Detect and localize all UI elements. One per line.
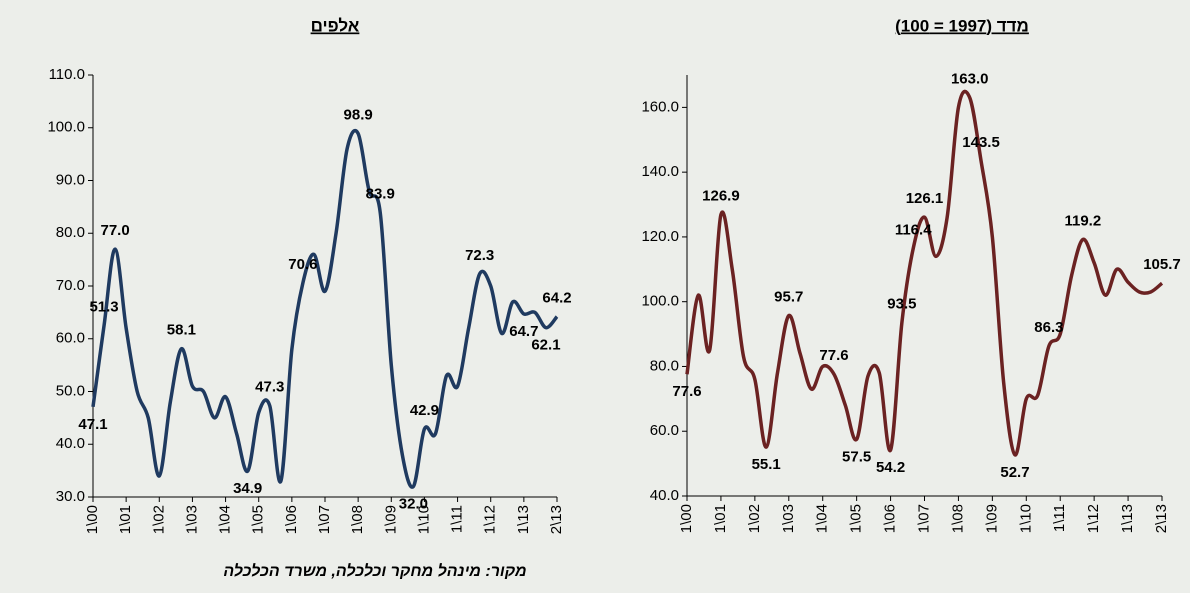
- chart-title: מדד (1997 = 100): [895, 16, 1029, 35]
- x-tick-label: 1\02: [746, 504, 763, 533]
- x-tick-label: 1\00: [678, 504, 695, 533]
- x-tick-label: 1\04: [814, 504, 831, 533]
- x-tick-label: 1\01: [117, 505, 134, 534]
- y-tick-label: 120.0: [641, 228, 679, 245]
- x-tick-label: 1\05: [250, 505, 267, 534]
- data-label: 72.3: [465, 247, 494, 264]
- data-label: 47.1: [78, 416, 107, 433]
- data-label: 86.3: [1034, 319, 1063, 336]
- x-tick-label: 1\13: [515, 505, 532, 534]
- source-note: מקור: מינהל מחקר וכלכלה, משרד הכלכלה: [223, 562, 526, 580]
- y-tick-label: 140.0: [641, 163, 679, 180]
- x-tick-label: 1\10: [1017, 504, 1034, 533]
- y-tick-label: 160.0: [641, 98, 679, 115]
- y-tick-label: 70.0: [56, 277, 85, 294]
- x-tick-label: 1\06: [882, 504, 899, 533]
- data-label: 77.0: [100, 222, 129, 239]
- data-label: 98.9: [344, 107, 373, 124]
- x-tick-label: 1\02: [150, 505, 167, 534]
- x-tick-label: 1\05: [848, 504, 865, 533]
- data-label: 32.0: [399, 495, 428, 512]
- data-label: 42.9: [410, 402, 439, 419]
- y-tick-label: 100.0: [641, 293, 679, 310]
- y-tick-label: 90.0: [56, 171, 85, 188]
- x-tick-label: 1\11: [449, 505, 466, 533]
- data-label: 95.7: [774, 289, 803, 306]
- y-tick-label: 40.0: [56, 435, 85, 452]
- x-tick-label: 1\09: [983, 504, 1000, 533]
- data-label: 58.1: [167, 322, 196, 339]
- x-tick-label: 1\13: [1119, 504, 1136, 533]
- x-tick-label: 1\01: [712, 504, 729, 533]
- series-line: [685, 89, 1164, 457]
- y-tick-label: 40.0: [650, 487, 679, 504]
- x-tick-label: 2\13: [548, 505, 565, 534]
- x-tick-label: 1\06: [283, 505, 300, 534]
- x-tick-label: 2\13: [1153, 504, 1170, 533]
- data-label: 163.0: [951, 71, 989, 88]
- data-label: 77.6: [672, 383, 701, 400]
- data-label: 54.2: [876, 459, 905, 476]
- data-label: 64.7: [509, 323, 538, 340]
- data-label: 51.3: [89, 299, 118, 316]
- x-tick-label: 1\12: [482, 505, 499, 534]
- x-tick-label: 1\10: [415, 505, 432, 534]
- y-tick-label: 30.0: [56, 488, 85, 505]
- data-label: 52.7: [1000, 464, 1029, 481]
- data-label: 126.9: [702, 188, 740, 205]
- data-label: 34.9: [233, 480, 262, 497]
- data-label: 57.5: [842, 448, 871, 465]
- x-tick-label: 1\08: [349, 505, 366, 534]
- data-label: 55.1: [752, 456, 781, 473]
- data-label: 62.1: [531, 337, 560, 354]
- data-label: 119.2: [1064, 212, 1101, 229]
- data-label: 116.4: [895, 222, 932, 239]
- y-tick-label: 80.0: [650, 357, 679, 374]
- y-tick-label: 60.0: [650, 422, 679, 439]
- x-tick-label: 1\09: [382, 505, 399, 534]
- y-tick-label: 80.0: [56, 224, 85, 241]
- data-label: 105.7: [1143, 256, 1181, 273]
- data-label: 126.1: [906, 190, 944, 207]
- x-tick-label: 1\03: [780, 504, 797, 533]
- data-label: 70.6: [288, 256, 317, 273]
- y-tick-label: 50.0: [56, 382, 85, 399]
- data-label: 47.3: [255, 379, 284, 396]
- data-label: 83.9: [366, 186, 395, 203]
- x-tick-label: 1\08: [949, 504, 966, 533]
- y-tick-label: 110.0: [49, 66, 85, 83]
- chart-title: אלפים: [311, 16, 360, 35]
- x-tick-label: 1\04: [217, 505, 234, 534]
- y-tick-label: 100.0: [47, 119, 85, 136]
- data-label: 64.2: [542, 290, 571, 307]
- data-label: 93.5: [887, 296, 916, 313]
- x-tick-label: 1\07: [316, 505, 333, 534]
- data-label: 143.5: [962, 134, 1000, 151]
- x-tick-label: 1\12: [1085, 504, 1102, 533]
- series-line: [91, 128, 559, 489]
- data-label: 77.6: [819, 347, 848, 364]
- x-tick-label: 1\11: [1051, 504, 1068, 532]
- x-tick-label: 1\03: [183, 505, 200, 534]
- x-tick-label: 1\07: [915, 504, 932, 533]
- x-tick-label: 1\00: [84, 505, 101, 534]
- y-tick-label: 60.0: [56, 330, 85, 347]
